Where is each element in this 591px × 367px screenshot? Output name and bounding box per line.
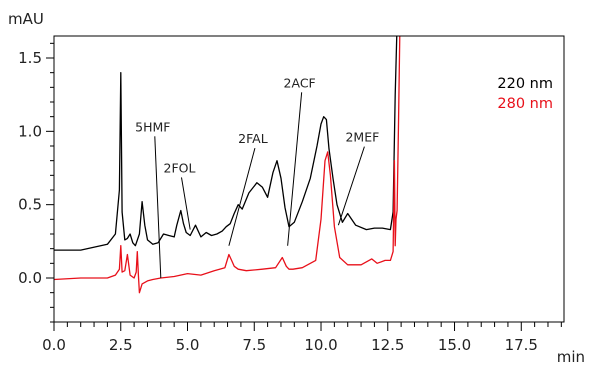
x-tick-label: 15.0 — [438, 336, 471, 354]
x-tick-label: 17.5 — [505, 336, 538, 354]
plot-frame — [53, 35, 565, 323]
legend: 220 nm 280 nm — [497, 76, 553, 112]
annotation-label: 2MEF — [345, 130, 379, 145]
annotation-label: 2ACF — [284, 75, 316, 90]
annotation-2fol: 2FOL — [164, 160, 196, 230]
chart-traces — [54, 36, 401, 294]
annotation-5hmf: 5HMF — [135, 119, 170, 279]
legend-entry-280-nm: 280 nm — [497, 96, 553, 112]
x-axis-label: min — [557, 348, 585, 366]
series-line-220-nm — [54, 36, 398, 251]
x-tick-label: 10.0 — [304, 336, 337, 354]
annotation-label: 5HMF — [135, 119, 170, 134]
y-axis-label: mAU — [8, 10, 44, 28]
annotation-label: 2FOL — [164, 160, 196, 175]
series-line-280-nm — [54, 36, 401, 294]
x-axis: 0.0 2.5 5.0 7.5 10.0 12.5 15.0 17.5 — [42, 322, 562, 354]
y-tick-label: 0.0 — [18, 269, 42, 287]
y-tick-label: 1.5 — [18, 49, 42, 67]
x-tick-label: 2.5 — [109, 336, 133, 354]
y-tick-label: 1.0 — [18, 122, 42, 140]
x-tick-label: 7.5 — [242, 336, 266, 354]
annotation-leader — [337, 146, 365, 226]
annotation-2fal: 2FAL — [228, 131, 268, 246]
annotation-2mef: 2MEF — [337, 130, 379, 226]
y-axis: 0.0 0.5 1.0 1.5 — [18, 42, 54, 323]
x-tick-label: 5.0 — [176, 336, 200, 354]
peak-annotations: 5HMF 2FOL 2FAL 2ACF 2MEF — [135, 75, 379, 279]
annotation-label: 2FAL — [238, 131, 268, 146]
annotation-leader — [154, 136, 162, 279]
annotation-2acf: 2ACF — [284, 75, 316, 246]
y-tick-label: 0.5 — [18, 196, 42, 214]
x-tick-label: 12.5 — [371, 336, 404, 354]
annotation-leader — [181, 177, 191, 230]
legend-entry-220-nm: 220 nm — [497, 76, 553, 92]
annotation-leader — [287, 92, 303, 246]
x-tick-label: 0.0 — [42, 336, 66, 354]
annotation-leader — [228, 147, 256, 246]
